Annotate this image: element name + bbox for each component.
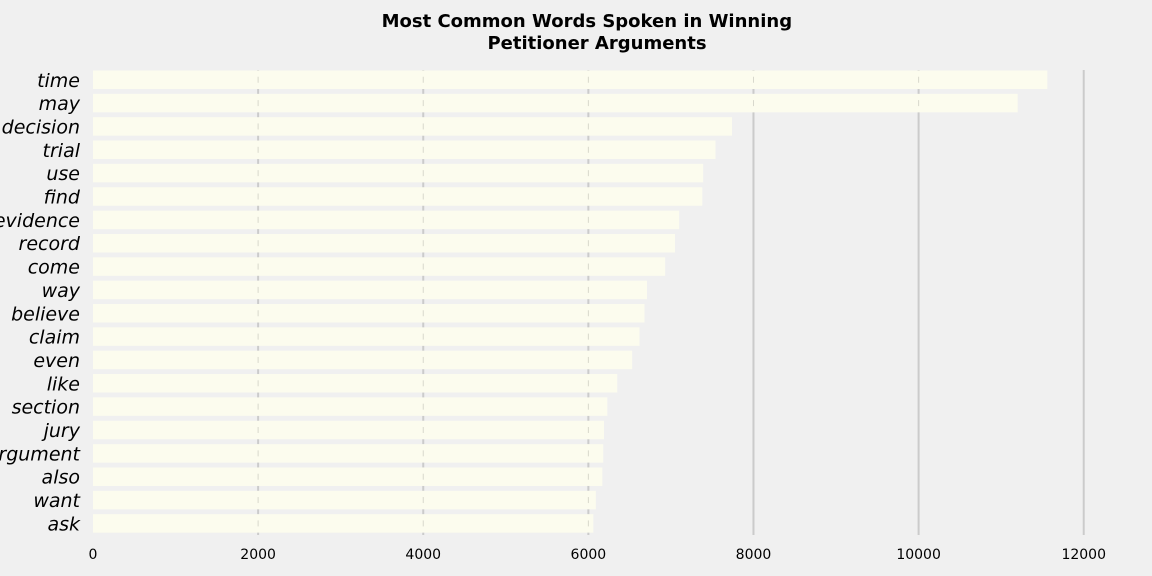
bar-time	[93, 70, 1048, 89]
category-label-jury: jury	[41, 420, 81, 442]
chart-title-line-2: Petitioner Arguments	[487, 33, 706, 54]
x-tick-label-6000: 6000	[571, 547, 607, 563]
chart-title: Most Common Words Spoken in Winning Peti…	[382, 11, 799, 54]
category-label-believe: believe	[11, 303, 80, 325]
bars	[93, 70, 1048, 533]
bar-evidence	[93, 210, 680, 230]
bar-trial	[93, 140, 716, 160]
bar-ask	[93, 514, 594, 533]
x-tick-label-10000: 10000	[896, 547, 941, 563]
category-label-argument: argument	[0, 443, 82, 465]
x-tick-label-12000: 12000	[1061, 547, 1106, 563]
chart-title-line-1: Most Common Words Spoken in Winning	[382, 11, 792, 32]
category-label-come: come	[28, 257, 80, 279]
bar-even	[93, 350, 633, 370]
category-labels: timemaydecisiontrialusefindevidencerecor…	[0, 70, 82, 536]
bar-want	[93, 490, 596, 510]
category-label-time: time	[37, 70, 80, 92]
bar-like	[93, 374, 618, 393]
category-label-claim: claim	[29, 327, 80, 349]
category-label-trial: trial	[43, 140, 81, 162]
x-tick-label-4000: 4000	[405, 547, 441, 563]
x-tick-label-8000: 8000	[736, 547, 772, 563]
bar-decision	[93, 117, 733, 136]
category-label-find: find	[44, 187, 81, 209]
bar-way	[93, 280, 647, 300]
x-tick-label-2000: 2000	[240, 547, 276, 563]
bar-section	[93, 397, 608, 416]
category-label-may: may	[39, 93, 81, 115]
category-label-also: also	[42, 467, 80, 489]
category-label-like: like	[47, 373, 80, 395]
bar-jury	[93, 420, 605, 440]
category-label-even: even	[33, 350, 80, 372]
category-label-section: section	[12, 397, 80, 419]
bar-claim	[93, 327, 640, 346]
category-label-record: record	[19, 233, 81, 255]
bar-record	[93, 233, 676, 253]
category-label-evidence: evidence	[0, 210, 80, 232]
category-label-ask: ask	[47, 513, 81, 535]
bar-use	[93, 163, 704, 183]
bar-find	[93, 187, 703, 206]
x-axis-tick-labels: 0 2000 4000 6000 8000 10000 12000	[89, 547, 1106, 563]
category-label-way: way	[42, 280, 81, 302]
x-tick-label-0: 0	[89, 547, 98, 563]
bar-may	[93, 93, 1018, 113]
category-label-decision: decision	[2, 116, 80, 138]
category-label-use: use	[46, 163, 80, 185]
bar-come	[93, 257, 666, 276]
bar-argument	[93, 444, 604, 463]
bar-believe	[93, 304, 645, 323]
bar-also	[93, 467, 603, 486]
category-label-want: want	[33, 490, 81, 512]
